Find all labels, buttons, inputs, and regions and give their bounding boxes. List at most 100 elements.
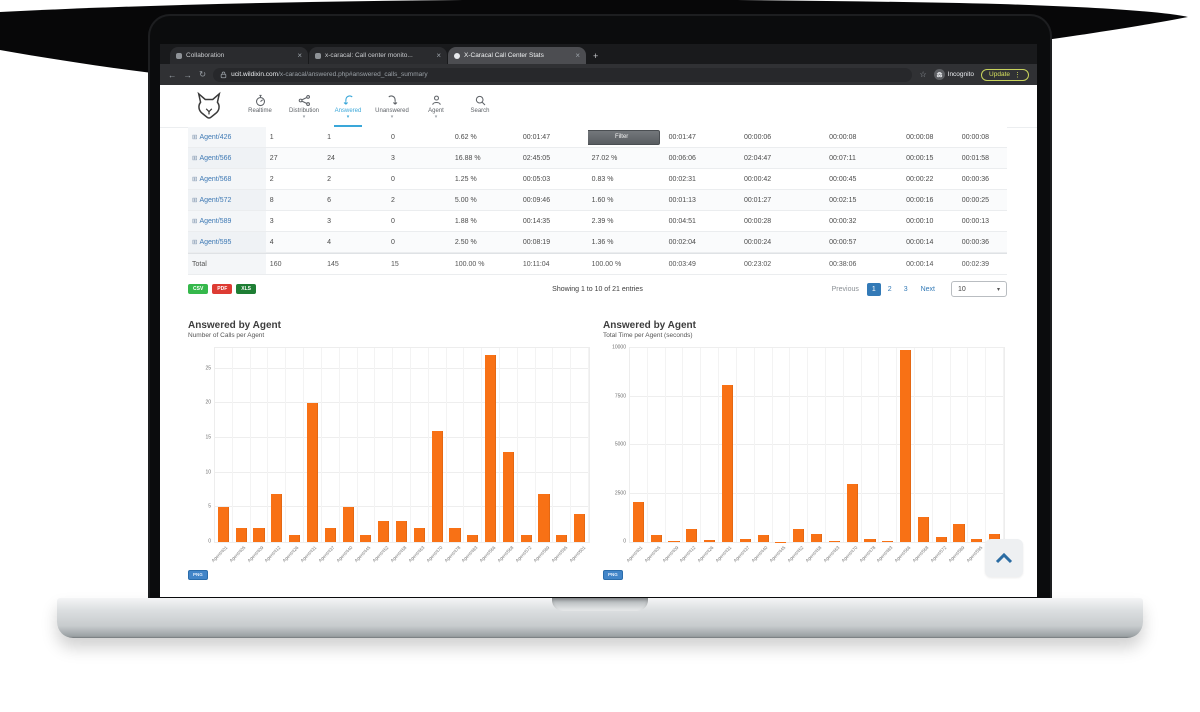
nav-item-answered[interactable]: Answered ▾ [326, 85, 370, 127]
new-tab-button[interactable]: + [593, 51, 599, 61]
forward-icon[interactable]: → [183, 69, 193, 80]
chart-bar[interactable] [235, 528, 247, 542]
chart-bar[interactable] [413, 528, 425, 542]
next-page-button[interactable]: Next [920, 285, 935, 293]
gridline [215, 506, 589, 508]
chart-bar[interactable] [520, 535, 532, 542]
chart-bar[interactable] [953, 524, 965, 542]
chart-bar[interactable] [395, 521, 408, 542]
export-xls-button[interactable]: XLS [236, 284, 257, 294]
agent-link[interactable]: Agent/595 [199, 238, 232, 246]
table-expand-icon[interactable]: ⊞ [192, 155, 198, 162]
agent-cell: ⊞ Agent/426 [188, 127, 266, 147]
cell-value: 10:11:04 [522, 260, 550, 268]
y-axis-tick-label: 0 [623, 538, 626, 545]
bookmark-star-icon[interactable]: ☆ [919, 70, 927, 79]
previous-page-button[interactable]: Previous [831, 285, 859, 293]
chart-bar[interactable] [360, 535, 372, 542]
nav-item-unanswered[interactable]: Unanswered ▾ [370, 85, 414, 127]
agent-link[interactable]: Agent/426 [199, 133, 232, 141]
reload-icon[interactable]: ↻ [199, 69, 207, 79]
cell-value: 00:00:10 [906, 217, 934, 225]
chart-bar[interactable] [271, 493, 283, 542]
chart-bar[interactable] [864, 539, 876, 542]
chart-bar[interactable] [467, 535, 479, 542]
chart-bar[interactable] [900, 349, 912, 542]
chart-bar[interactable] [704, 540, 716, 542]
chart-bar[interactable] [721, 385, 733, 542]
export-png-button[interactable]: PNG [603, 570, 623, 580]
incognito-icon [933, 69, 945, 80]
chart-bar[interactable] [757, 535, 769, 542]
chart-bar[interactable] [632, 502, 644, 542]
cell-value: 24 [327, 154, 335, 162]
table-cell: 2.50 % [451, 232, 519, 252]
nav-item-distribution[interactable]: Distribution ▾ [282, 85, 326, 127]
page-button-3[interactable]: 3 [903, 285, 908, 293]
chart-bar[interactable] [686, 528, 698, 542]
page-button-2[interactable]: 2 [887, 285, 892, 293]
chart-bar[interactable] [449, 528, 461, 542]
chart-bar[interactable] [810, 534, 823, 542]
update-button[interactable]: Update ⋮ [981, 68, 1029, 81]
agent-link[interactable]: Agent/568 [199, 175, 232, 183]
browser-tab[interactable]: x-caracal: Call center monito... × [309, 47, 447, 64]
chart-bar[interactable] [538, 493, 550, 542]
chart-bar[interactable] [378, 521, 390, 542]
chart-bar[interactable] [935, 537, 947, 542]
nav-item-search[interactable]: Search [458, 85, 502, 127]
tab-close-icon[interactable]: × [297, 50, 302, 60]
table-expand-icon[interactable]: ⊞ [192, 176, 198, 183]
chart-bar[interactable] [502, 451, 514, 542]
filter-button[interactable]: Filter [587, 129, 660, 145]
chart-bar[interactable] [324, 528, 336, 542]
chart-bar[interactable] [989, 534, 1001, 542]
chart-bar[interactable] [485, 354, 497, 542]
export-png-button[interactable]: PNG [188, 570, 208, 580]
agent-link[interactable]: Agent/566 [199, 154, 232, 162]
chart-bar[interactable] [668, 541, 680, 542]
chart-bar[interactable] [971, 539, 983, 542]
tab-close-icon[interactable]: × [436, 50, 441, 60]
cell-value: 0.62 % [454, 133, 477, 141]
chart-bar[interactable] [556, 535, 568, 542]
page-size-select[interactable]: 10 ▾ [951, 281, 1007, 297]
agent-link[interactable]: Agent/572 [199, 196, 232, 204]
chart-bar[interactable] [289, 535, 301, 542]
table-expand-icon[interactable]: ⊞ [192, 197, 198, 204]
browser-menu-icon[interactable]: ⋮ [1014, 71, 1021, 79]
browser-tab[interactable]: X-Caracal Call Center Stats × [448, 47, 586, 64]
table-row: ⊞ Agent/595 4 4 0 2.50 % 00:08:19 1.36 % 00:02:0… [188, 232, 1007, 253]
chart-bar[interactable] [431, 431, 443, 542]
chart-bar[interactable] [882, 541, 894, 542]
nav-item-agent[interactable]: Agent ▾ [414, 85, 458, 127]
chart-bar[interactable] [828, 541, 840, 542]
chart-bar[interactable] [650, 534, 662, 542]
tab-title: Collaboration [186, 52, 225, 59]
table-expand-icon[interactable]: ⊞ [192, 218, 198, 225]
chart-bar[interactable] [846, 484, 858, 542]
chart-bar[interactable] [793, 528, 805, 542]
nav-item-realtime[interactable]: Realtime [238, 85, 282, 127]
back-icon[interactable]: ← [168, 69, 177, 80]
chart-bar[interactable] [574, 514, 586, 542]
table-expand-icon[interactable]: ⊞ [192, 134, 198, 141]
chart-bar[interactable] [739, 538, 751, 542]
agent-link[interactable]: Agent/589 [199, 217, 232, 225]
export-pdf-button[interactable]: PDF [212, 284, 233, 294]
cell-value: 00:05:03 [522, 175, 551, 183]
address-bar[interactable]: ucit.wildixin.com/x-caracal/answered.php… [213, 67, 913, 82]
export-csv-button[interactable]: CSV [188, 284, 209, 294]
browser-tab[interactable]: Collaboration × [170, 47, 308, 64]
table-expand-icon[interactable]: ⊞ [192, 239, 198, 246]
bar-slot [233, 348, 251, 542]
cell-value: 00:06:06 [668, 154, 696, 162]
chart-bar[interactable] [253, 528, 265, 542]
scroll-to-top-button[interactable] [985, 539, 1023, 577]
tab-close-icon[interactable]: × [575, 50, 580, 60]
page-button-1[interactable]: 1 [866, 282, 881, 296]
chart-bar[interactable] [217, 507, 229, 542]
chart-bar[interactable] [917, 516, 929, 542]
chart-bar[interactable] [306, 403, 318, 542]
chart-bar[interactable] [342, 507, 354, 542]
